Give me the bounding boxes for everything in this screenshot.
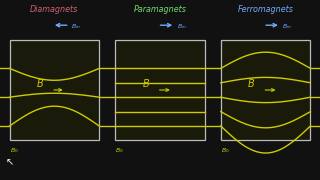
Text: $B$: $B$ bbox=[247, 77, 255, 89]
Bar bbox=[115, 40, 205, 140]
Text: Diamagnets: Diamagnets bbox=[30, 5, 78, 14]
Text: $B_0$: $B_0$ bbox=[10, 146, 18, 155]
Text: $B_0$: $B_0$ bbox=[221, 146, 229, 155]
Text: $B_{in}$: $B_{in}$ bbox=[177, 22, 187, 31]
Text: Paramagnets: Paramagnets bbox=[133, 5, 187, 14]
Text: $B_0$: $B_0$ bbox=[115, 146, 124, 155]
Text: $B_{in}$: $B_{in}$ bbox=[71, 22, 81, 31]
Bar bbox=[10, 40, 99, 140]
Text: ↖: ↖ bbox=[5, 157, 14, 167]
Text: $B_{in}$: $B_{in}$ bbox=[282, 22, 292, 31]
Text: $B$: $B$ bbox=[141, 77, 150, 89]
Text: $B$: $B$ bbox=[36, 77, 44, 89]
Bar bbox=[221, 40, 310, 140]
Text: Ferromagnets: Ferromagnets bbox=[238, 5, 293, 14]
